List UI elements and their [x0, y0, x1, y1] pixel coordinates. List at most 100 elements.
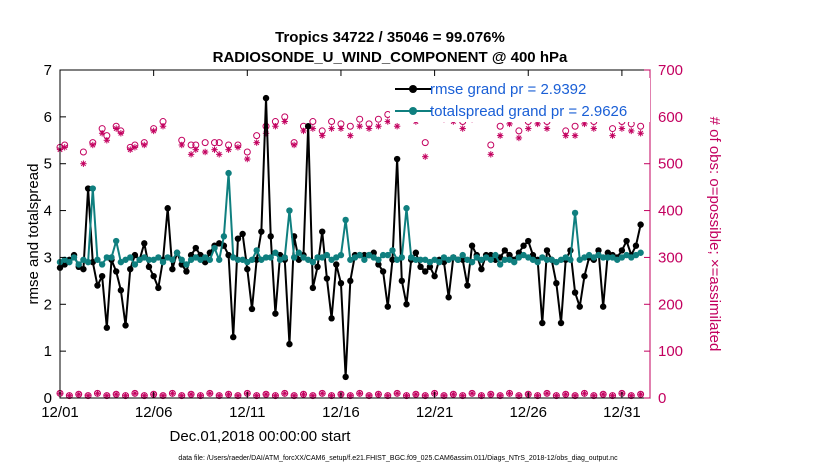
spread-point [112, 237, 120, 245]
obs-assimilated-marker-stroke [216, 151, 222, 157]
spread-point [417, 256, 424, 263]
rmse-point [445, 294, 452, 301]
y-tick-label: 4 [44, 203, 52, 220]
obs-assimilated-marker [75, 391, 82, 398]
rmse-point [192, 244, 199, 252]
rmse-point [150, 272, 157, 280]
obs-assimilated-marker-stroke [244, 156, 250, 162]
spread-point [323, 251, 331, 259]
obs-assimilated-marker [187, 391, 195, 398]
obs-assimilated-marker-stroke [544, 390, 550, 396]
obs-assimilated-marker [319, 132, 326, 139]
obs-assimilated-marker [253, 392, 260, 399]
obs-assimilated-marker-stroke [572, 133, 578, 139]
spread-point [75, 261, 82, 268]
spread-point [159, 258, 167, 266]
obs-assimilated-marker-stroke [282, 118, 288, 125]
x-tick-label: 12/11 [229, 404, 265, 421]
rmse-point [94, 282, 101, 289]
obs-assimilated-marker [375, 391, 382, 398]
obs-possible-marker [328, 118, 336, 126]
obs-assimilated-marker [211, 146, 218, 153]
data-file-footnote: data file: /Users/raeder/DAI/ATM_forcXX/… [178, 455, 618, 462]
spread-point [248, 256, 256, 263]
obs-assimilated-marker-stroke [169, 390, 175, 396]
obs-assimilated-marker-stroke [609, 133, 616, 139]
spread-point [361, 256, 368, 263]
obs-assimilated-marker [281, 390, 288, 397]
obs-assimilated-marker [487, 151, 494, 158]
obs-assimilated-marker [515, 134, 523, 142]
spread-point [89, 185, 96, 192]
legend-rmse-marker [409, 85, 417, 93]
obs-assimilated-marker-stroke [535, 121, 541, 127]
obs-assimilated-marker-stroke [469, 390, 475, 396]
spread-point [501, 256, 509, 263]
rmse-point [164, 205, 171, 212]
legend-rmse-label: rmse grand pr = 2.9392 [430, 81, 586, 98]
obs-possible-marker [215, 139, 223, 147]
chart-title-line1: Tropics 34722 / 35046 = 99.076% [275, 29, 505, 46]
obs-assimilated-marker-stroke [272, 123, 278, 129]
obs-assimilated-marker-stroke [422, 154, 428, 160]
obs-assimilated-marker [262, 391, 270, 398]
rmse-point [141, 240, 148, 247]
rmse-point [506, 251, 513, 259]
axes: 12/01 12/06 12/11 12/16 12/21 12/26 12/31 0 1 2 3 4… [41, 62, 683, 421]
obs-assimilated-marker-stroke [572, 393, 578, 399]
obs-assimilated-marker-stroke [375, 391, 382, 397]
rmse-point [361, 251, 368, 259]
obs-possible-marker [421, 139, 429, 147]
obs-assimilated-marker [234, 392, 242, 399]
obs-assimilated-marker-stroke [338, 125, 344, 132]
obs-assimilated-marker-stroke [104, 137, 110, 143]
rmse-point [618, 247, 626, 254]
obs-assimilated-marker-stroke [216, 393, 222, 399]
obs-possible-marker [374, 115, 382, 123]
spread-point [286, 207, 293, 214]
obs-assimilated-marker-stroke [122, 393, 129, 399]
x-tick-label: 12/06 [135, 404, 173, 421]
obs-assimilated-marker [112, 125, 120, 132]
obs-assimilated-marker-stroke [516, 135, 522, 141]
obs-assimilated-marker [328, 125, 335, 132]
obs-possible-marker [243, 148, 251, 156]
spread-point [403, 205, 410, 212]
rmse-point [543, 247, 551, 254]
obs-assimilated-marker [159, 123, 167, 130]
legend-spread-label: totalspread grand pr = 2.9626 [430, 103, 627, 120]
rmse-point [599, 303, 607, 310]
obs-assimilated-marker-stroke [141, 393, 147, 399]
obs-assimilated-marker-stroke [197, 393, 204, 399]
obs-assimilated-marker [141, 392, 148, 399]
obs-assimilated-marker-stroke [104, 393, 110, 399]
obs-assimilated-marker [216, 151, 223, 158]
obs-assimilated-marker [384, 118, 391, 125]
spread-point [543, 256, 551, 263]
obs-assimilated-marker [553, 392, 560, 399]
spread-point [220, 233, 228, 240]
rmse-point [464, 282, 471, 289]
obs-assimilated-marker-stroke [310, 393, 316, 399]
obs-assimilated-marker [300, 127, 307, 135]
spread-point [211, 244, 218, 252]
obs-assimilated-marker-stroke [422, 393, 428, 399]
y-tick-label: 0 [44, 390, 52, 407]
rmse-point [122, 322, 129, 329]
x-tick-label: 12/01 [41, 404, 79, 421]
obs-possible-marker [637, 122, 645, 130]
obs-assimilated-marker [609, 132, 616, 139]
obs-assimilated-marker [356, 123, 363, 130]
obs-assimilated-marker-stroke [628, 393, 634, 399]
obs-possible-marker [79, 148, 87, 156]
obs-assimilated-marker-stroke [291, 393, 297, 399]
spread-point [398, 254, 406, 261]
obs-assimilated-marker-stroke [357, 123, 363, 129]
obs-assimilated-marker-stroke [80, 161, 87, 167]
rmse-point [239, 230, 246, 238]
spread-point [127, 254, 134, 261]
obs-assimilated-marker [272, 392, 279, 399]
obs-assimilated-marker-stroke [99, 130, 105, 136]
spread-point [459, 251, 466, 259]
obs-assimilated-marker [618, 125, 626, 132]
